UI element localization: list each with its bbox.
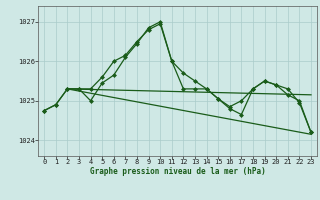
X-axis label: Graphe pression niveau de la mer (hPa): Graphe pression niveau de la mer (hPa) <box>90 167 266 176</box>
